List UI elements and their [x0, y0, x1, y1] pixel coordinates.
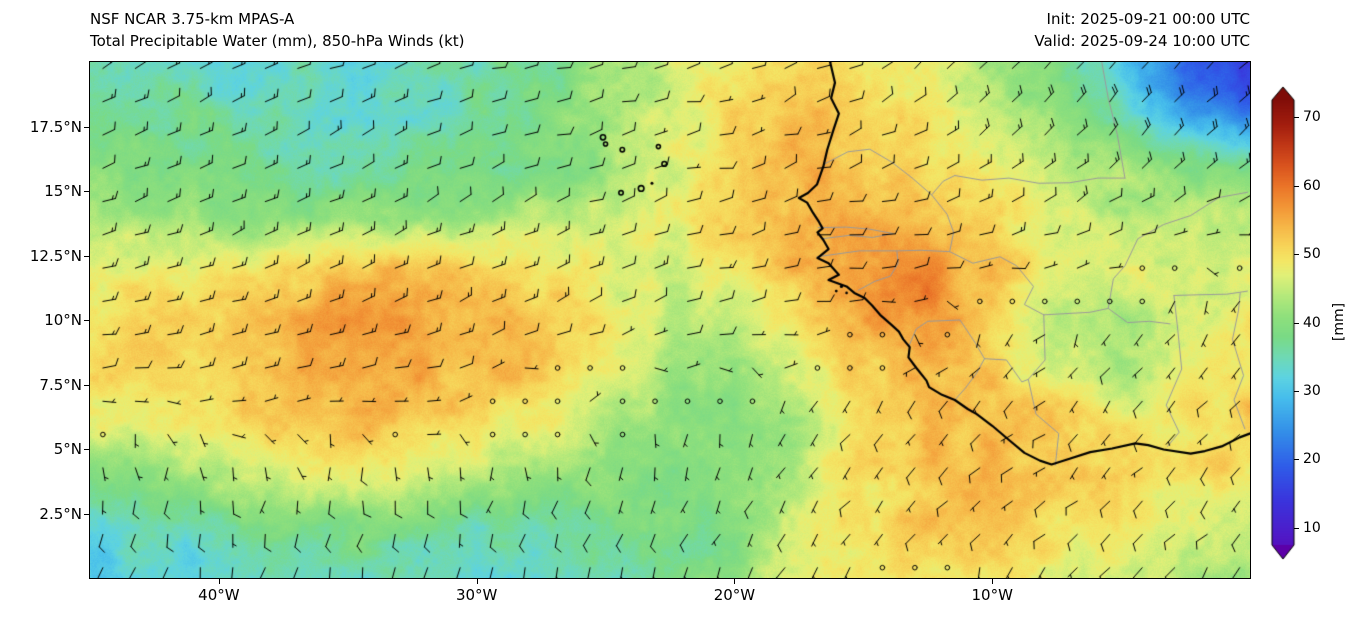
tpw-wind-map-canvas: [90, 62, 1250, 578]
lon-tick-mark: [218, 579, 220, 584]
lat-tick-label: 2.5°N: [39, 504, 82, 523]
lat-tick-mark: [84, 384, 89, 386]
lat-tick-mark: [84, 320, 89, 321]
lon-tick-label: 20°W: [713, 586, 756, 604]
lat-tick-mark: [84, 191, 89, 192]
colorbar-tick-mark: [1294, 117, 1299, 119]
colorbar-tick-label: 60: [1303, 177, 1321, 194]
lat-tick-label: 15°N: [44, 182, 82, 200]
lon-tick-mark: [734, 579, 736, 584]
colorbar-tick-mark: [1294, 322, 1299, 324]
colorbar-tick-label: 20: [1303, 451, 1321, 468]
lat-tick-mark: [84, 513, 89, 515]
map-axes-frame: [89, 61, 1251, 579]
init-time: Init: 2025-09-21 00:00 UTC: [1046, 10, 1250, 28]
colorbar-unit-label: [mm]: [1331, 302, 1347, 342]
model-name: NSF NCAR 3.75-km MPAS-A: [90, 10, 295, 28]
colorbar-tick-mark: [1294, 390, 1299, 392]
lat-tick-mark: [84, 126, 89, 128]
colorbar-tick-label: 50: [1303, 246, 1321, 263]
colorbar-tick-mark: [1294, 459, 1299, 461]
product-title: Total Precipitable Water (mm), 850-hPa W…: [90, 32, 465, 50]
figure-header-right: Init: 2025-09-21 00:00 UTC Valid: 2025-0…: [1034, 8, 1250, 52]
colorbar: [1270, 86, 1296, 561]
lon-tick-label: 40°W: [198, 586, 240, 604]
lat-tick-label: 10°N: [44, 311, 82, 329]
colorbar-tick-label: 40: [1303, 314, 1321, 331]
lat-tick-mark: [84, 449, 89, 450]
lon-tick-label: 30°W: [455, 586, 498, 604]
lon-tick-mark: [476, 579, 478, 584]
colorbar-tick-mark: [1294, 527, 1299, 529]
lon-tick-label: 10°W: [971, 586, 1013, 604]
lat-tick-label: 7.5°N: [39, 375, 82, 394]
lat-tick-label: 12.5°N: [29, 246, 82, 265]
colorbar-tick-label: 30: [1303, 382, 1321, 399]
valid-time: Valid: 2025-09-24 10:00 UTC: [1034, 32, 1250, 50]
colorbar-tick-label: 70: [1303, 109, 1321, 126]
colorbar-tick-label: 10: [1303, 519, 1321, 536]
lat-tick-label: 17.5°N: [29, 117, 82, 136]
lat-tick-label: 5°N: [53, 440, 82, 458]
figure-header-left: NSF NCAR 3.75-km MPAS-A Total Precipitab…: [90, 8, 465, 52]
lon-tick-mark: [992, 579, 994, 584]
colorbar-tick-mark: [1294, 254, 1299, 256]
lat-tick-mark: [84, 255, 89, 257]
colorbar-tick-mark: [1294, 185, 1299, 187]
